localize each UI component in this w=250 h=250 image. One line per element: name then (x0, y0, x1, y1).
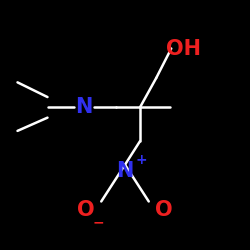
Text: N: N (75, 97, 92, 117)
Text: OH: OH (166, 38, 201, 58)
Text: +: + (136, 153, 147, 167)
Text: −: − (93, 215, 104, 229)
Text: O: O (78, 200, 95, 220)
Text: O: O (155, 200, 172, 220)
Text: N: N (116, 160, 134, 180)
